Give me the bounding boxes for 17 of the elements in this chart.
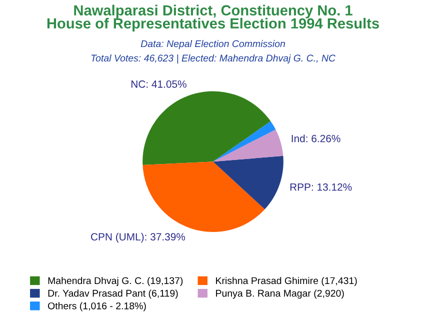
legend-label: Krishna Prasad Ghimire (17,431)	[216, 276, 357, 286]
data-label: Ind: 6.26%	[292, 134, 340, 142]
text: Total Votes: 46,623 | Elected: Mahendra Dhvaj G. C., NC	[91, 54, 336, 64]
chart-title: Nawalparasi District, Constituency No. 1 House of Representatives Election 1994 Results	[47, 4, 379, 32]
pie-slice	[213, 129, 284, 162]
legend-label: Others (1,016 - 2.18%)	[48, 302, 146, 312]
legend-label: Punya B. Rana Magar (2,920)	[216, 290, 344, 299]
data-label: NC: 41.05%	[131, 80, 186, 88]
pie-slice	[213, 156, 284, 210]
legend-label: Mahendra Dhvaj G. C. (19,137)	[48, 276, 183, 286]
pie-slice	[142, 162, 265, 232]
chart-subtitle: Data: Nepal Election Commission	[140, 40, 285, 50]
pie-slice	[142, 91, 271, 166]
legend-label: Dr. Yadav Prasad Pant (6,119)	[48, 290, 178, 299]
data-label: CPN (UML): 37.39%	[91, 232, 186, 243]
data-label: RPP: 13.12%	[290, 183, 352, 191]
pie-slice	[213, 121, 276, 162]
